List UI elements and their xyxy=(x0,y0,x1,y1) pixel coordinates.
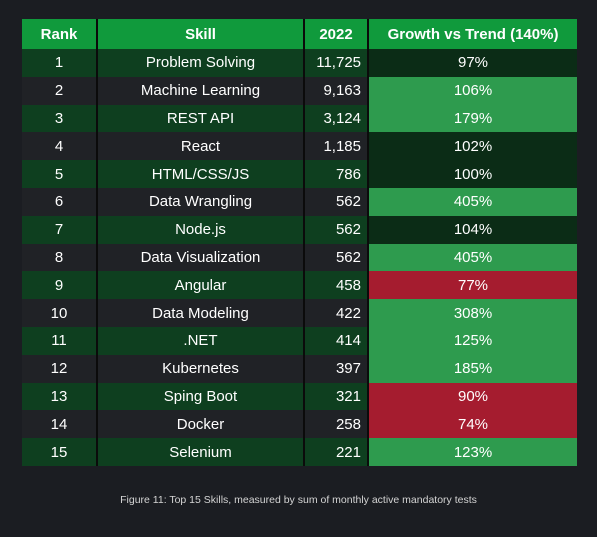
table-body: 1 Problem Solving 11,725 97% 2 Machine Learni… xyxy=(22,49,577,466)
rank-cell: 4 xyxy=(22,132,98,161)
rank-cell: 6 xyxy=(22,187,98,216)
table-row: 10 Data Modeling 422 308% xyxy=(22,299,577,327)
growth-cell: 90% xyxy=(368,382,577,411)
skill-cell: Angular xyxy=(97,271,305,300)
skill-cell: Selenium xyxy=(97,438,305,466)
value-2022-cell: 258 xyxy=(304,410,369,439)
growth-cell: 185% xyxy=(368,354,577,383)
table-row: 7 Node.js 562 104% xyxy=(22,215,577,244)
skill-cell: Problem Solving xyxy=(97,49,305,77)
rank-cell: 12 xyxy=(22,354,98,383)
rank-cell: 13 xyxy=(22,382,98,411)
rank-cell: 5 xyxy=(22,160,98,188)
skills-table: Rank Skill 2022 Growth vs Trend (140%) 1… xyxy=(22,19,577,466)
table-row: 15 Selenium 221 123% xyxy=(22,438,577,466)
figure-caption: Figure 11: Top 15 Skills, measured by su… xyxy=(120,494,477,506)
skill-cell: Data Modeling xyxy=(97,299,305,327)
value-2022-cell: 3,124 xyxy=(304,104,369,133)
table-row: 13 Sping Boot 321 90% xyxy=(22,382,577,411)
value-2022-cell: 422 xyxy=(304,299,369,327)
rank-cell: 3 xyxy=(22,104,98,133)
skill-cell: Machine Learning xyxy=(97,76,305,105)
value-2022-cell: 414 xyxy=(304,326,369,355)
table-row: 3 REST API 3,124 179% xyxy=(22,104,577,133)
skill-cell: Docker xyxy=(97,410,305,439)
value-2022-cell: 397 xyxy=(304,354,369,383)
skill-cell: React xyxy=(97,132,305,161)
table-row: 8 Data Visualization 562 405% xyxy=(22,243,577,272)
growth-cell: 106% xyxy=(368,76,577,105)
table-row: 5 HTML/CSS/JS 786 100% xyxy=(22,160,577,188)
value-2022-cell: 321 xyxy=(304,382,369,411)
growth-cell: 125% xyxy=(368,326,577,355)
table-row: 9 Angular 458 77% xyxy=(22,271,577,300)
value-2022-cell: 1,185 xyxy=(304,132,369,161)
growth-cell: 74% xyxy=(368,410,577,439)
rank-cell: 10 xyxy=(22,299,98,327)
table-row: 4 React 1,185 102% xyxy=(22,132,577,161)
value-2022-cell: 786 xyxy=(304,160,369,188)
growth-cell: 405% xyxy=(368,243,577,272)
rank-cell: 7 xyxy=(22,215,98,244)
header-skill: Skill xyxy=(97,19,305,49)
rank-cell: 8 xyxy=(22,243,98,272)
skill-cell: Data Visualization xyxy=(97,243,305,272)
skill-cell: HTML/CSS/JS xyxy=(97,160,305,188)
rank-cell: 9 xyxy=(22,271,98,300)
growth-cell: 77% xyxy=(368,271,577,300)
table-row: 1 Problem Solving 11,725 97% xyxy=(22,49,577,77)
skill-cell: Kubernetes xyxy=(97,354,305,383)
skill-cell: Node.js xyxy=(97,215,305,244)
header-rank: Rank xyxy=(22,19,98,49)
growth-cell: 123% xyxy=(368,438,577,466)
skill-cell: .NET xyxy=(97,326,305,355)
skill-cell: Data Wrangling xyxy=(97,187,305,216)
growth-cell: 97% xyxy=(368,49,577,77)
value-2022-cell: 562 xyxy=(304,215,369,244)
value-2022-cell: 221 xyxy=(304,438,369,466)
header-2022: 2022 xyxy=(304,19,369,49)
rank-cell: 11 xyxy=(22,326,98,355)
rank-cell: 2 xyxy=(22,76,98,105)
growth-cell: 104% xyxy=(368,215,577,244)
rank-cell: 1 xyxy=(22,49,98,77)
growth-cell: 100% xyxy=(368,160,577,188)
growth-cell: 405% xyxy=(368,187,577,216)
rank-cell: 15 xyxy=(22,438,98,466)
header-growth: Growth vs Trend (140%) xyxy=(368,19,577,49)
value-2022-cell: 11,725 xyxy=(304,49,369,77)
table-row: 11 .NET 414 125% xyxy=(22,326,577,355)
value-2022-cell: 562 xyxy=(304,243,369,272)
table-row: 2 Machine Learning 9,163 106% xyxy=(22,76,577,105)
value-2022-cell: 562 xyxy=(304,187,369,216)
table-row: 12 Kubernetes 397 185% xyxy=(22,354,577,383)
rank-cell: 14 xyxy=(22,410,98,439)
table-row: 6 Data Wrangling 562 405% xyxy=(22,187,577,216)
growth-cell: 102% xyxy=(368,132,577,161)
value-2022-cell: 9,163 xyxy=(304,76,369,105)
value-2022-cell: 458 xyxy=(304,271,369,300)
growth-cell: 308% xyxy=(368,299,577,327)
skill-cell: REST API xyxy=(97,104,305,133)
skill-cell: Sping Boot xyxy=(97,382,305,411)
header-row: Rank Skill 2022 Growth vs Trend (140%) xyxy=(22,19,577,49)
growth-cell: 179% xyxy=(368,104,577,133)
table-row: 14 Docker 258 74% xyxy=(22,410,577,439)
